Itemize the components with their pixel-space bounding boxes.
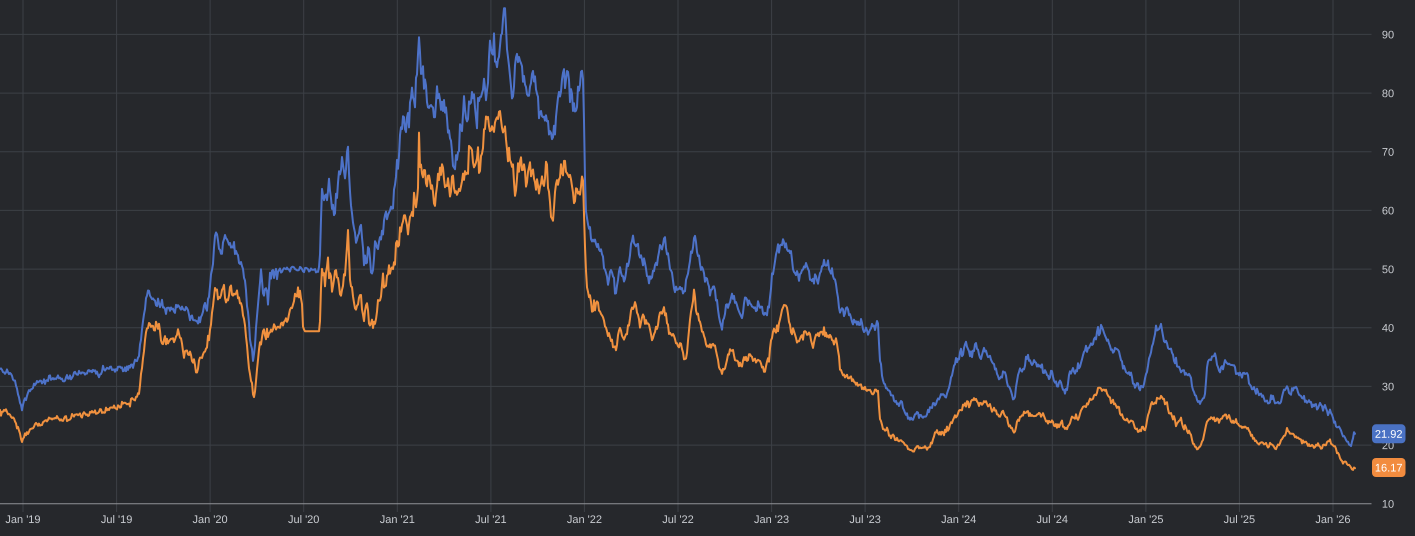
svg-text:Jul '23: Jul '23 <box>849 514 880 526</box>
svg-text:Jul '22: Jul '22 <box>662 514 693 526</box>
svg-text:Jan '21: Jan '21 <box>380 514 415 526</box>
svg-text:30: 30 <box>1382 381 1394 393</box>
svg-text:80: 80 <box>1382 88 1394 100</box>
svg-text:60: 60 <box>1382 205 1394 217</box>
svg-text:10: 10 <box>1382 499 1394 511</box>
svg-text:Jan '24: Jan '24 <box>941 514 976 526</box>
svg-text:Jul '20: Jul '20 <box>288 514 319 526</box>
svg-text:Jan '25: Jan '25 <box>1128 514 1163 526</box>
svg-text:90: 90 <box>1382 29 1394 41</box>
svg-text:21.92: 21.92 <box>1375 429 1403 441</box>
svg-text:16.17: 16.17 <box>1375 462 1403 474</box>
svg-text:70: 70 <box>1382 147 1394 159</box>
svg-text:Jan '23: Jan '23 <box>754 514 789 526</box>
svg-text:40: 40 <box>1382 323 1394 335</box>
svg-text:Jul '21: Jul '21 <box>475 514 506 526</box>
svg-text:Jan '22: Jan '22 <box>567 514 602 526</box>
svg-text:Jul '24: Jul '24 <box>1037 514 1068 526</box>
svg-text:Jan '26: Jan '26 <box>1315 514 1350 526</box>
svg-text:Jan '20: Jan '20 <box>193 514 228 526</box>
svg-text:Jan '19: Jan '19 <box>5 514 40 526</box>
svg-text:Jul '19: Jul '19 <box>101 514 132 526</box>
svg-text:50: 50 <box>1382 264 1394 276</box>
svg-text:Jul '25: Jul '25 <box>1224 514 1255 526</box>
